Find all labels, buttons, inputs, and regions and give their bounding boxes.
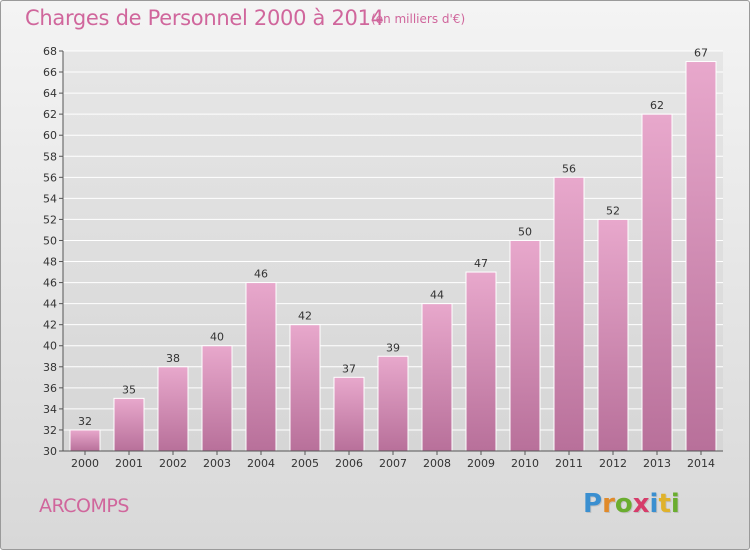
bar [333, 376, 365, 452]
bars: 32 35 38 40 46 42 37 39 44 47 50 56 52 62 67 [69, 47, 717, 452]
logo-letter: P [583, 489, 603, 519]
proxiti-logo: Proxiti [583, 489, 680, 519]
y-tick-label: 34 [43, 403, 57, 416]
y-tick-label: 38 [43, 361, 57, 374]
y-tick-label: 68 [43, 45, 57, 58]
y-tick-label: 54 [43, 192, 57, 205]
bar [377, 355, 409, 452]
y-tick-label: 66 [43, 66, 57, 79]
data-label: 50 [518, 225, 532, 238]
y-tick-label: 60 [43, 129, 57, 142]
y-tick-label: 36 [43, 382, 57, 395]
y-tick-label: 42 [43, 319, 57, 332]
x-tick-label: 2007 [379, 457, 407, 470]
logo-letter: t [658, 489, 671, 519]
data-label: 52 [606, 204, 620, 217]
data-label: 67 [694, 47, 708, 60]
logo-letter: i [670, 489, 680, 519]
y-tick-label: 50 [43, 234, 57, 247]
bar [201, 345, 233, 452]
logo-letter: o [614, 489, 633, 519]
data-label: 47 [474, 257, 488, 270]
logo-letter: x [632, 489, 650, 519]
bar [113, 397, 145, 452]
bar [421, 303, 453, 452]
y-tick-label: 46 [43, 277, 57, 290]
y-tick-label: 48 [43, 256, 57, 269]
x-tick-label: 2000 [71, 457, 99, 470]
x-tick-label: 2003 [203, 457, 231, 470]
x-tick-label: 2004 [247, 457, 275, 470]
x-tick-label: 2009 [467, 457, 495, 470]
bar [465, 271, 497, 452]
commune-name: ARCOMPS [39, 495, 129, 517]
x-tick-label: 2006 [335, 457, 363, 470]
y-axis: 30 32 34 36 38 40 42 44 46 48 50 52 54 56 58 60 62 64 66 68 [43, 45, 64, 458]
bar [69, 429, 101, 452]
x-tick-label: 2013 [643, 457, 671, 470]
y-tick-label: 40 [43, 340, 57, 353]
y-tick-label: 44 [43, 298, 57, 311]
data-label: 35 [122, 383, 136, 396]
x-tick-label: 2012 [599, 457, 627, 470]
x-tick-label: 2002 [159, 457, 187, 470]
y-tick-label: 62 [43, 108, 57, 121]
y-tick-label: 56 [43, 171, 57, 184]
bar [553, 176, 585, 452]
bar [289, 324, 321, 452]
x-tick-label: 2001 [115, 457, 143, 470]
bar [245, 282, 277, 452]
bar [157, 366, 189, 452]
y-tick-label: 58 [43, 150, 57, 163]
bar [509, 239, 541, 452]
data-label: 39 [386, 341, 400, 354]
bar [597, 218, 629, 452]
x-tick-label: 2011 [555, 457, 583, 470]
x-tick-label: 2010 [511, 457, 539, 470]
x-tick-label: 2008 [423, 457, 451, 470]
bar [641, 113, 673, 452]
y-tick-label: 32 [43, 424, 57, 437]
logo-letter: i [649, 489, 659, 519]
chart-subtitle: (en milliers d'€) [371, 12, 466, 26]
chart-title: Charges de Personnel 2000 à 2014 [25, 6, 384, 30]
data-label: 40 [210, 331, 224, 344]
data-label: 32 [78, 415, 92, 428]
y-tick-label: 52 [43, 213, 57, 226]
logo-letter: r [602, 489, 615, 519]
data-label: 42 [298, 310, 312, 323]
data-label: 37 [342, 362, 356, 375]
data-label: 44 [430, 289, 444, 302]
x-axis: 2000 2001 2002 2003 2004 2005 2006 2007 2008 2009… [63, 450, 723, 470]
y-tick-label: 30 [43, 445, 57, 458]
bar [685, 61, 717, 452]
data-label: 62 [650, 99, 664, 112]
y-tick-label: 64 [43, 87, 57, 100]
data-label: 46 [254, 268, 268, 281]
data-label: 38 [166, 352, 180, 365]
x-tick-label: 2005 [291, 457, 319, 470]
data-label: 56 [562, 162, 576, 175]
x-tick-label: 2014 [687, 457, 715, 470]
